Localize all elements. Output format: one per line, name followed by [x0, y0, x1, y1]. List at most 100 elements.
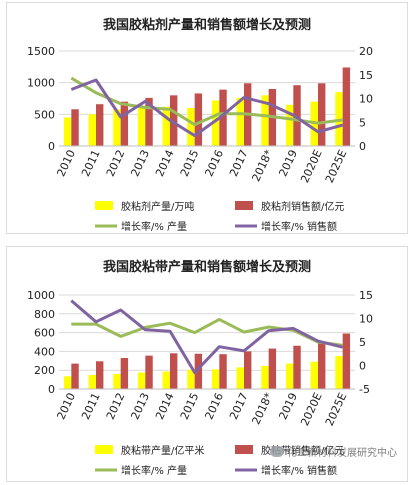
bar-production [211, 369, 220, 389]
bar-production [261, 365, 269, 389]
legend-swatch [235, 201, 253, 210]
y-right-tick-label: 0 [359, 360, 366, 373]
bar-sales [318, 83, 326, 146]
x-tick-label: 2010 [54, 148, 78, 179]
bar-production [310, 361, 318, 389]
x-tick-label: 2017 [227, 148, 251, 179]
x-tick-label: 2013 [128, 391, 152, 422]
x-tick-label: 2014 [153, 391, 177, 422]
x-tick-label: 2011 [79, 148, 103, 179]
bar-production [187, 108, 195, 146]
y-right-tick-label: 10 [359, 93, 373, 106]
chart-svg-adhesive: 我国胶粘剂产量和销售额增长及预测 0 500 1000 1500 0 5 10 15 20 2010… [27, 17, 373, 233]
watermark: 化工新材料发展研究中心 [270, 444, 397, 459]
bar-sales [170, 353, 178, 389]
bar-production [113, 373, 121, 389]
bar-sales [219, 89, 227, 146]
bar-production [187, 369, 195, 389]
bar-production [137, 372, 146, 389]
y-right-tick-label: 15 [359, 69, 373, 82]
x-tick-label: 2012 [104, 148, 128, 179]
bar-sales [194, 353, 203, 389]
x-tick-label: 2020E [298, 148, 325, 185]
x-tick-label: 2020E [298, 391, 325, 428]
bar-production [285, 104, 294, 146]
legend-swatch [95, 201, 113, 210]
y-left-tick-label: 200 [34, 364, 55, 377]
bar-sales [96, 104, 104, 146]
legend-label: 胶粘剂销售额/亿元 [261, 200, 344, 213]
y-left-tick-label: 0 [48, 140, 55, 153]
legend-label: 增长率/% 销售额 [261, 220, 337, 233]
bar-sales [170, 95, 178, 146]
y-left-tick-label: 1000 [27, 77, 55, 90]
bar-production [88, 114, 96, 146]
legend-swatch [235, 445, 253, 454]
bar-sales [145, 355, 153, 389]
y-left-tick-label: 500 [34, 108, 55, 121]
bar-sales [342, 67, 351, 146]
bar-sales [71, 363, 79, 389]
bar-sales [71, 109, 79, 146]
chart-title: 我国胶粘带产量和销售额增长及预测 [103, 259, 311, 275]
x-tick-label: 2025E [323, 391, 350, 428]
production-sales-chart-tape: 我国胶粘带产量和销售额增长及预测 0 200 400 600 800 1000 -5 0 5 10 1… [6, 246, 408, 482]
bar-production [137, 108, 146, 146]
y-right-tick-label: 5 [359, 336, 366, 349]
bar-production [63, 376, 72, 389]
line-sales-growth [70, 78, 344, 138]
legend-label: 胶粘带产量/亿平米 [121, 444, 204, 457]
bar-sales [145, 97, 153, 146]
y-left-tick-label: 600 [34, 327, 55, 340]
production-sales-chart-adhesive: 我国胶粘剂产量和销售额增长及预测 0 500 1000 1500 0 5 10 15 20 2010… [6, 2, 408, 234]
x-tick-label: 2016 [202, 148, 226, 179]
line-production-growth [71, 317, 343, 347]
y-left-tick-label: 1500 [27, 45, 55, 58]
x-tick-label: 2014 [153, 148, 177, 179]
bar-production [236, 97, 244, 146]
legend-label: 增长率/% 产量 [121, 464, 187, 477]
y-left-tick-label: 0 [48, 383, 55, 396]
y-left-tick-label: 800 [34, 308, 55, 321]
bar-sales [318, 342, 326, 389]
y-left-tick-label: 400 [34, 345, 55, 358]
legend-label: 胶粘剂产量/万吨 [121, 200, 194, 213]
bar-sales [342, 333, 351, 389]
bar-sales [293, 345, 301, 389]
bar-production [335, 356, 343, 389]
x-tick-label: 2015 [178, 391, 202, 422]
y-right-tick-label: -5 [359, 383, 370, 396]
watermark-text: 化工新材料发展研究中心 [287, 448, 397, 459]
x-tick-label: 2013 [128, 148, 152, 179]
bar-production [236, 367, 244, 389]
x-tick-label: 2010 [54, 391, 78, 422]
legend-label: 增长率/% 产量 [121, 220, 187, 233]
bar-sales [96, 361, 104, 389]
chart-svg-tape: 我国胶粘带产量和销售额增长及预测 0 200 400 600 800 1000 -5 0 5 10 1… [27, 259, 373, 477]
bar-production [88, 374, 96, 389]
line-production-growth [70, 76, 343, 127]
x-tick-label: 2015 [178, 148, 202, 179]
bar-production [285, 363, 294, 389]
bar-sales [194, 93, 203, 146]
chart-title: 我国胶粘剂产量和销售额增长及预测 [103, 17, 311, 33]
bar-sales [293, 85, 301, 146]
bar-sales [120, 101, 129, 146]
x-tick-label: 2012 [104, 391, 128, 422]
bar-sales [244, 351, 252, 389]
x-tick-label: 2017 [227, 391, 251, 422]
x-tick-label: 2019 [276, 391, 300, 422]
bar-sales [268, 348, 277, 389]
y-right-tick-label: 15 [359, 289, 373, 302]
y-right-tick-label: 20 [359, 45, 373, 58]
bar-production [162, 371, 170, 389]
x-tick-label: 2025E [323, 148, 350, 185]
bar-sales [219, 354, 227, 389]
y-right-tick-label: 0 [359, 140, 366, 153]
legend-swatch [95, 445, 113, 454]
x-tick-label: 2019 [276, 148, 300, 179]
bar-production [162, 106, 170, 146]
bar-production [113, 109, 121, 146]
bar-production [211, 100, 220, 146]
x-tick-label: 2011 [79, 391, 103, 422]
